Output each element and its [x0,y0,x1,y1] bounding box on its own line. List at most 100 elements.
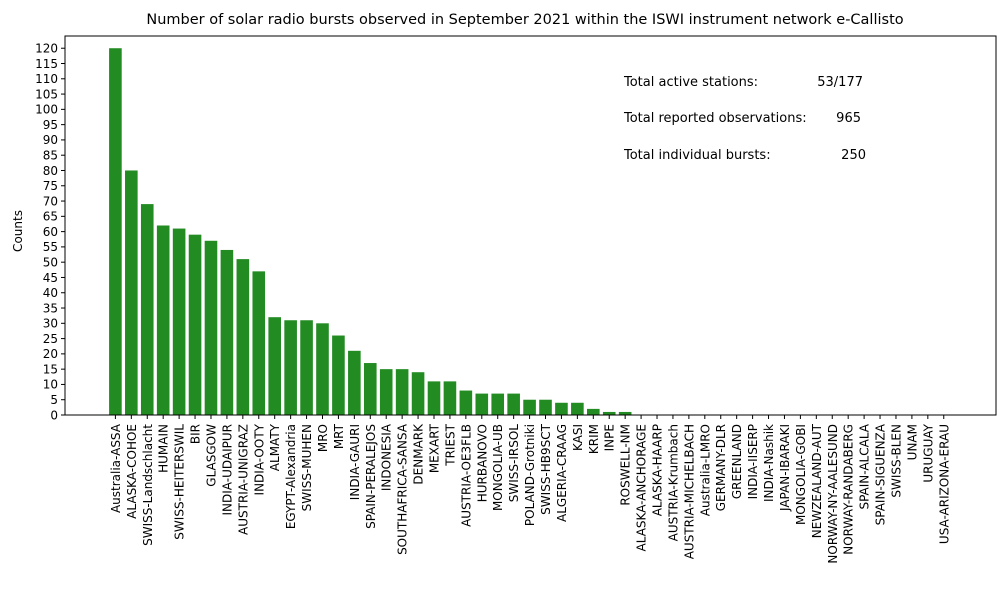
bar [618,411,632,415]
y-tick-label: 115 [35,57,58,71]
bar [523,399,536,415]
x-tick-label: NORWAY-NY-AALESUND [826,424,840,564]
x-tick-label: SPAIN-PERALEJOS [364,424,378,529]
y-tick-label: 75 [43,179,58,193]
x-ticks-group: Australia-ASSA ALASKA-COHOE SWISS-Landschl… [109,415,951,564]
bar [571,402,584,415]
x-tick-label: HUMAIN [157,424,171,473]
y-tick-label: 110 [35,72,58,86]
x-tick-label: AUSTRIA-MICHELBACH [682,424,696,559]
bar [140,204,154,415]
bar [125,170,138,415]
bar [109,48,122,415]
plot-frame [64,35,997,416]
x-tick-label: SWISS-HB9SCT [539,423,553,514]
y-tick-label: 60 [43,225,58,239]
y-tick-label: 55 [43,240,58,254]
x-tick-label: INDIA-Nashik [762,424,776,502]
x-tick-label: AUSTRIA-UNIGRAZ [236,424,250,535]
y-tick-label: 30 [43,317,58,331]
x-tick-label: SWISS-MUHEN [300,424,314,511]
bar [348,350,361,415]
x-tick-label: MRT [332,423,346,449]
bar [268,317,281,415]
bars-group [109,48,632,415]
x-tick-label: GREENLAND [730,424,744,499]
bar [507,393,520,415]
x-tick-label: HURBANOVO [475,424,489,502]
x-tick-label: SOUTHAFRICA-SANSA [396,423,410,555]
x-tick-label: TRIEST [443,423,457,466]
y-tick-label: 70 [43,194,58,208]
y-axis-label: Counts [11,210,25,252]
x-tick-label: JAPAN-IBARAKI [778,424,792,512]
x-tick-label: BIR [189,424,203,444]
x-tick-label: SWISS-IRSOL [507,424,521,503]
y-tick-label: 35 [43,301,58,315]
y-tick-label: 105 [35,87,58,101]
x-tick-label: KRIM [587,424,601,454]
y-tick-label: 40 [43,286,58,300]
x-tick-label: POLAND-Grotniki [523,424,537,526]
x-tick-label: SWISS-Landschlacht [141,424,155,546]
x-tick-label: ALASKA-COHOE [125,424,139,519]
bar [252,271,266,415]
x-tick-label: SWISS-BLEN [889,424,903,498]
x-tick-label: INPE [603,424,617,451]
y-tick-label: 65 [43,210,58,224]
y-tick-label: 90 [43,133,58,147]
y-tick-label: 20 [43,347,58,361]
x-tick-label: SPAIN-ALCALA [858,423,872,509]
bar [172,228,186,415]
x-tick-label: KASI [571,424,585,451]
bar [587,408,600,415]
bar [379,369,393,415]
y-tick-label: 5 [50,393,58,407]
bar [475,393,489,415]
x-tick-label: UNAM [905,424,919,460]
x-tick-label: INDIA-OOTY [252,423,266,495]
bar [395,369,409,415]
x-tick-label: ALMATY [268,423,282,471]
x-tick-label: MONGOLIA-GOBI [794,424,808,525]
y-tick-label: 0 [50,408,58,422]
x-tick-label: ALASKA-ANCHORAGE [635,424,649,551]
bar [316,323,329,415]
x-tick-label: DENMARK [412,423,426,485]
y-tick-label: 100 [35,103,58,117]
chart-title: Number of solar radio bursts observed in… [146,12,903,28]
y-tick-label: 95 [43,118,58,132]
x-tick-label: NORWAY-RANDABERG [842,424,856,555]
y-tick-label: 15 [43,362,58,376]
bar [156,225,170,415]
x-tick-label: MONGOLIA-UB [491,424,505,511]
y-tick-label: 45 [43,271,58,285]
x-tick-label: EGYPT-Alexandria [284,424,298,529]
annotation-label: Total active stations: [623,75,758,90]
y-tick-label: 10 [43,378,58,392]
annotation-value: 250 [841,148,866,163]
bar [443,381,457,415]
x-tick-label: SWISS-HEITERSWIL [173,424,187,540]
bar [411,372,425,415]
bar [284,320,297,415]
annotation-label: Total individual bursts: [623,148,771,163]
bar [555,402,568,415]
x-tick-label: INDIA-IISERP [746,424,760,499]
y-ticks-group: 0510152025303540455055606570758085909510… [35,42,65,422]
x-tick-label: MRO [316,424,330,452]
bar [602,411,616,415]
x-tick-label: Australia-ASSA [109,423,123,513]
bar [300,320,313,415]
bar [220,249,234,415]
y-tick-label: 50 [43,255,58,269]
annotations-group: Total active stations: 53/177 Total repo… [623,75,866,163]
x-tick-label: URUGUAY [921,423,935,482]
x-tick-label: INDONESIA [380,423,394,491]
x-tick-label: ROSWELL-NM [619,424,633,506]
bar [204,240,218,415]
bar [236,259,250,415]
x-tick-label: INDIA-GAURI [348,424,362,500]
x-tick-label: AUSTRIA-OE3FLB [459,424,473,527]
